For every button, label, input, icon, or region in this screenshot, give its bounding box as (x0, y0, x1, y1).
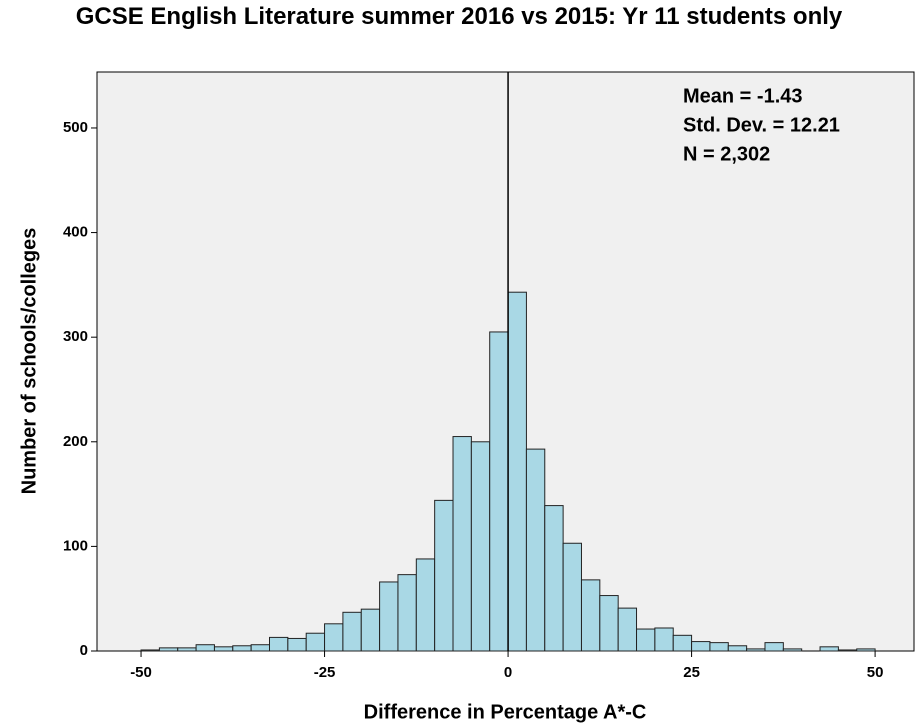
chart-title: GCSE English Literature summer 2016 vs 2… (75, 3, 843, 30)
bar (140, 649, 160, 652)
bar (544, 505, 564, 652)
bar (727, 645, 748, 652)
x-tick-label: 25 (683, 664, 700, 681)
bar (434, 499, 454, 652)
bar (691, 641, 711, 652)
y-axis-label: Number of schools/colleges (18, 228, 40, 495)
bar (287, 637, 307, 652)
bar (525, 448, 546, 652)
bar (195, 644, 215, 652)
bar (324, 623, 344, 652)
bar (764, 642, 784, 652)
bar (837, 649, 858, 652)
bar (599, 595, 619, 652)
bar (856, 648, 876, 652)
x-axis-label: Difference in Percentage A*-C (364, 701, 647, 723)
bar (232, 645, 252, 652)
bar (379, 581, 399, 652)
stat-annotation: Std. Dev. = 12.21 (683, 114, 840, 136)
bar (158, 647, 179, 652)
stat-annotation: Mean = -1.43 (683, 85, 803, 107)
bar (672, 634, 693, 652)
bar (415, 558, 436, 652)
bar (709, 642, 729, 652)
bar (177, 647, 197, 652)
bar (213, 646, 234, 652)
y-tick-label: 200 (63, 433, 88, 450)
bar (562, 542, 582, 652)
bar (397, 574, 417, 652)
bar (654, 627, 674, 652)
stat-annotation: N = 2,302 (683, 143, 770, 165)
bar (452, 436, 472, 652)
bar (305, 632, 326, 652)
bar (782, 648, 803, 652)
x-tick-label: 0 (504, 664, 512, 681)
bar (507, 291, 527, 652)
bar (617, 607, 638, 652)
y-tick-label: 300 (63, 328, 88, 345)
bar (636, 628, 656, 652)
bar (269, 636, 289, 652)
bar (342, 611, 362, 652)
bar (360, 608, 381, 652)
x-tick-label: -25 (314, 664, 336, 681)
bar (250, 644, 271, 652)
x-tick-label: 50 (867, 664, 884, 681)
y-tick-label: 0 (80, 642, 88, 659)
y-tick-label: 500 (63, 119, 88, 136)
bar (819, 646, 839, 652)
bar (489, 331, 509, 652)
y-tick-label: 100 (63, 537, 88, 554)
y-tick-label: 400 (63, 224, 88, 241)
bar (746, 648, 766, 652)
bar (580, 579, 601, 652)
bar (470, 441, 491, 652)
x-tick-label: -50 (130, 664, 152, 681)
